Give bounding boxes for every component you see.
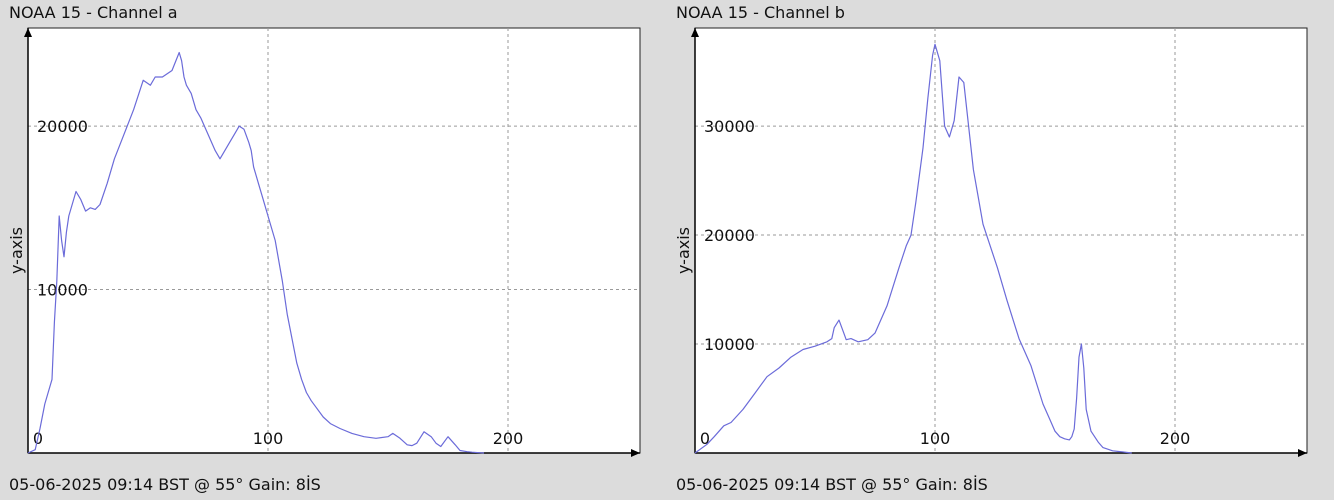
y-tick-label: 20000 [704, 226, 755, 245]
chart-footer: 05-06-2025 09:14 BST @ 55° Gain: 8İS [676, 475, 988, 494]
x-axis-arrow [1298, 449, 1307, 457]
chart-panel-channel-a: NOAA 15 - Channel a 0 100 200 10000 20000 y-a… [7, 3, 641, 494]
y-tick-label: 10000 [37, 281, 88, 300]
y-tick-label: 30000 [704, 117, 755, 136]
y-tick-label: 20000 [37, 117, 88, 136]
series-line [694, 43, 1132, 454]
y-axis-label: y-axis [7, 227, 26, 274]
y-axis-arrow [24, 28, 32, 37]
x-tick-label: 200 [1160, 429, 1191, 448]
y-tick-label: 10000 [704, 335, 755, 354]
chart-canvas: 0 100 200 10000 20000 30000 y-axis [674, 27, 1308, 457]
x-axis-arrow [631, 449, 640, 457]
plot-area [27, 27, 641, 454]
chart-title: NOAA 15 - Channel a [9, 3, 178, 22]
x-tick-label: 200 [493, 429, 524, 448]
x-tick-label: 100 [920, 429, 951, 448]
x-tick-label: 0 [700, 429, 710, 448]
plot-area [694, 27, 1308, 454]
series-line [27, 51, 485, 454]
y-axis-label: y-axis [674, 227, 693, 274]
x-tick-label: 100 [253, 429, 284, 448]
y-axis-arrow [691, 28, 699, 37]
chart-title: NOAA 15 - Channel b [676, 3, 845, 22]
chart-footer: 05-06-2025 09:14 BST @ 55° Gain: 8İS [9, 475, 321, 494]
chart-panel-channel-b: NOAA 15 - Channel b 0 100 200 10000 20000 300… [667, 0, 1334, 500]
